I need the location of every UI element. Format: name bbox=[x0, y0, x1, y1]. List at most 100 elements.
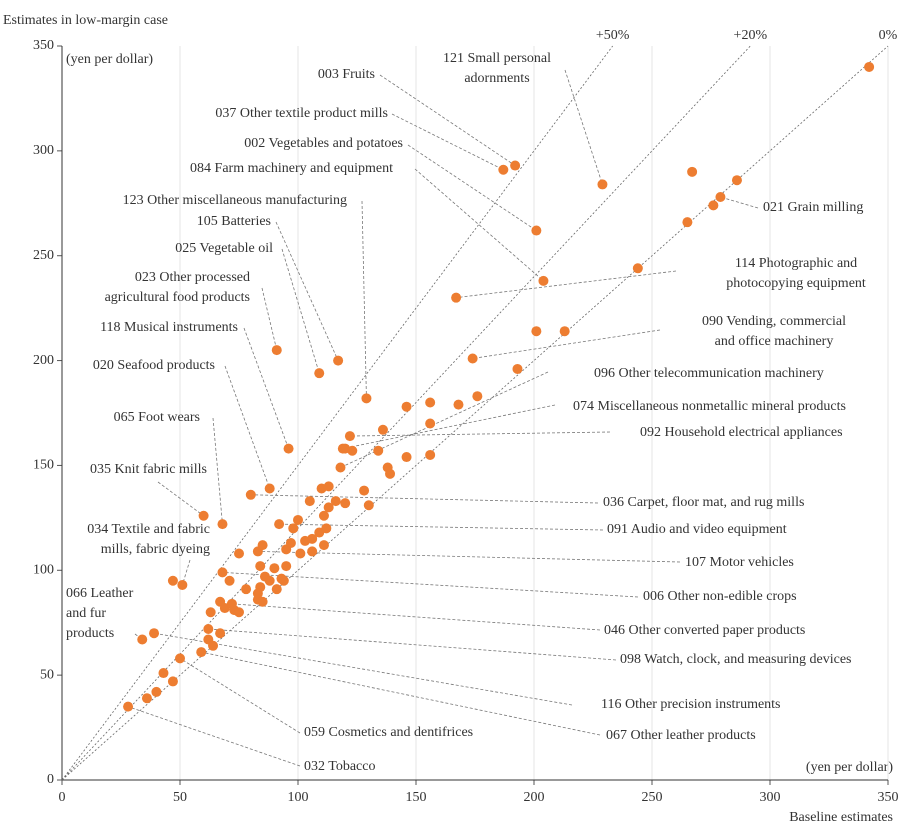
point-label: 098 Watch, clock, and measuring devices bbox=[620, 652, 852, 667]
leader-line bbox=[179, 658, 301, 734]
reference-label: +20% bbox=[734, 28, 768, 43]
point bbox=[269, 563, 280, 574]
x-tick-label: 0 bbox=[59, 790, 66, 805]
leader-line bbox=[222, 571, 639, 598]
leader-line bbox=[391, 113, 504, 171]
y-tick-label: 200 bbox=[33, 353, 54, 368]
point bbox=[401, 452, 412, 463]
point-label: 032 Tobacco bbox=[304, 759, 375, 774]
point bbox=[708, 200, 719, 211]
point-label: and office machinery bbox=[715, 334, 834, 349]
leader-line bbox=[243, 327, 289, 449]
point bbox=[377, 424, 388, 435]
point bbox=[323, 481, 334, 492]
point bbox=[531, 225, 542, 236]
point bbox=[203, 624, 214, 635]
point bbox=[167, 676, 178, 687]
point bbox=[255, 561, 266, 572]
point-label: 003 Fruits bbox=[318, 67, 375, 82]
leader-line bbox=[349, 431, 611, 437]
point bbox=[333, 355, 344, 366]
leader-line bbox=[407, 144, 537, 231]
leader-line bbox=[720, 196, 759, 209]
leader-line bbox=[456, 270, 677, 299]
point-label: 021 Grain milling bbox=[763, 200, 863, 215]
point bbox=[453, 399, 464, 410]
point bbox=[177, 579, 188, 590]
point bbox=[205, 607, 216, 618]
leader-line bbox=[281, 248, 320, 374]
point bbox=[864, 61, 875, 72]
point bbox=[498, 164, 509, 175]
point bbox=[715, 191, 726, 202]
point bbox=[731, 175, 742, 186]
point bbox=[359, 485, 370, 496]
point bbox=[278, 575, 289, 586]
x-tick-label: 50 bbox=[173, 790, 187, 805]
point bbox=[141, 693, 152, 704]
point bbox=[295, 548, 306, 559]
point bbox=[340, 498, 351, 509]
point bbox=[510, 160, 521, 171]
leader-line bbox=[379, 74, 516, 166]
point-label: 118 Musical instruments bbox=[100, 320, 238, 335]
point-label: 084 Farm machinery and equipment bbox=[190, 161, 393, 176]
point bbox=[158, 668, 169, 679]
point bbox=[318, 510, 329, 521]
point bbox=[347, 445, 358, 456]
reference-line bbox=[61, 45, 889, 781]
point bbox=[373, 445, 384, 456]
point bbox=[401, 401, 412, 412]
point-label: mills, fabric dyeing bbox=[101, 542, 210, 557]
y-tick-label: 250 bbox=[33, 248, 54, 263]
point bbox=[257, 540, 268, 551]
leader-line bbox=[342, 404, 556, 450]
leader-line bbox=[201, 651, 601, 736]
point bbox=[512, 363, 523, 374]
point-label: 105 Batteries bbox=[197, 214, 271, 229]
point-label: 096 Other telecommunication machinery bbox=[594, 366, 824, 381]
point-label: adornments bbox=[464, 71, 529, 86]
point-label: 020 Seafood products bbox=[93, 358, 215, 373]
point-label: 067 Other leather products bbox=[606, 728, 756, 743]
point bbox=[271, 345, 282, 356]
leader-line bbox=[127, 706, 301, 767]
point-label: 046 Other converted paper products bbox=[604, 623, 805, 638]
point bbox=[425, 449, 436, 460]
point bbox=[241, 584, 252, 595]
leader-line bbox=[157, 481, 204, 517]
point bbox=[307, 546, 318, 557]
point bbox=[531, 326, 542, 337]
point bbox=[285, 538, 296, 549]
leader-line bbox=[224, 365, 271, 489]
point bbox=[137, 634, 148, 645]
point-label: 002 Vegetables and potatoes bbox=[244, 136, 403, 151]
leader-line bbox=[275, 221, 339, 361]
point-label: photocopying equipment bbox=[726, 276, 866, 291]
leader-line bbox=[231, 603, 601, 631]
point bbox=[425, 397, 436, 408]
point bbox=[264, 575, 275, 586]
point bbox=[167, 575, 178, 586]
point bbox=[344, 431, 355, 442]
point-label: 065 Foot wears bbox=[114, 410, 200, 425]
point bbox=[293, 514, 303, 525]
point bbox=[219, 603, 230, 614]
x-tick-label: 300 bbox=[760, 790, 781, 805]
point bbox=[281, 561, 292, 572]
point bbox=[123, 701, 134, 712]
leader-line bbox=[153, 632, 573, 706]
point bbox=[198, 510, 209, 521]
point-label: 006 Other non-edible crops bbox=[643, 589, 797, 604]
point-label: 035 Knit fabric mills bbox=[90, 462, 207, 477]
point bbox=[538, 275, 549, 286]
point bbox=[271, 584, 282, 595]
point bbox=[597, 179, 608, 190]
point-label: 114 Photographic and bbox=[735, 256, 857, 271]
point bbox=[274, 519, 285, 530]
point-label: and fur bbox=[66, 606, 106, 621]
point bbox=[208, 640, 219, 651]
point-label: 023 Other processed bbox=[135, 270, 250, 285]
reference-label: +50% bbox=[596, 28, 630, 43]
